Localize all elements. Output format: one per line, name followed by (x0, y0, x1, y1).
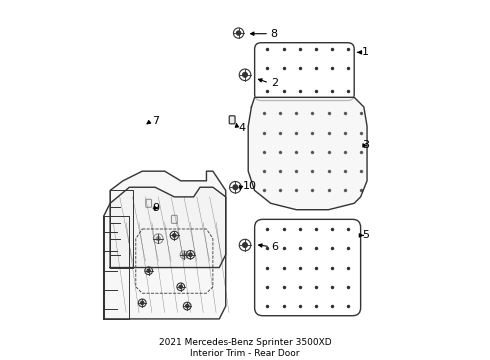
Circle shape (141, 301, 144, 305)
FancyBboxPatch shape (172, 215, 177, 223)
Circle shape (189, 253, 192, 256)
Circle shape (186, 305, 189, 307)
Circle shape (182, 253, 186, 256)
Text: 8: 8 (270, 29, 278, 39)
Polygon shape (104, 187, 226, 319)
Text: 1: 1 (362, 48, 369, 57)
Circle shape (243, 72, 247, 77)
Circle shape (179, 285, 182, 288)
Circle shape (147, 269, 150, 272)
Text: 10: 10 (243, 181, 257, 191)
Text: 9: 9 (152, 203, 159, 213)
Circle shape (237, 31, 241, 35)
Polygon shape (110, 171, 226, 267)
Text: 6: 6 (271, 242, 279, 252)
FancyBboxPatch shape (229, 116, 235, 124)
Text: 5: 5 (362, 230, 369, 240)
Polygon shape (248, 97, 367, 210)
Circle shape (172, 234, 176, 237)
Circle shape (156, 237, 160, 240)
Text: 4: 4 (239, 123, 245, 133)
FancyBboxPatch shape (146, 199, 151, 207)
Text: 2021 Mercedes-Benz Sprinter 3500XD
Interior Trim - Rear Door: 2021 Mercedes-Benz Sprinter 3500XD Inter… (159, 338, 331, 357)
Text: 3: 3 (362, 140, 369, 150)
Text: 7: 7 (152, 116, 159, 126)
Circle shape (233, 185, 238, 190)
Text: 2: 2 (270, 78, 278, 88)
Circle shape (243, 243, 247, 247)
